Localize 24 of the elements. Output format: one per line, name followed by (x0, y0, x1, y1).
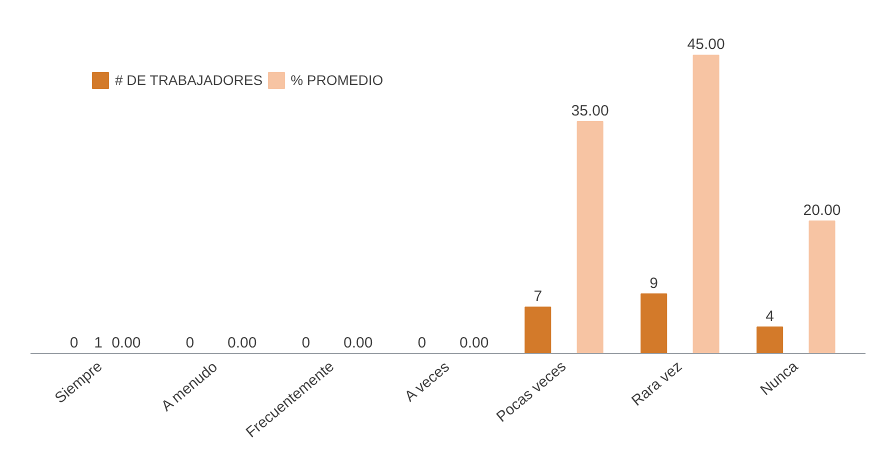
data-label: 4 (766, 308, 774, 325)
bar (524, 306, 552, 354)
annotation: 1 (94, 334, 102, 352)
data-label: 20.00 (803, 202, 841, 219)
data-label: 35.00 (571, 102, 609, 120)
data-label: 9 (650, 274, 658, 292)
data-label: 0.00 (228, 334, 257, 352)
data-label: 0 (418, 334, 426, 352)
bar (808, 220, 836, 354)
data-label: 0.00 (344, 334, 373, 352)
x-tick-label: Rara vez (628, 358, 686, 410)
data-label: 0.00 (459, 334, 489, 352)
data-label: 0.00 (112, 334, 141, 352)
bar (692, 54, 720, 354)
bar (640, 293, 668, 354)
bar (576, 121, 604, 354)
data-label: 0 (302, 334, 310, 352)
data-label: 0 (186, 334, 194, 352)
legend-label: % PROMEDIO (290, 72, 384, 88)
data-label: 45.00 (687, 36, 725, 54)
data-label: 7 (534, 288, 542, 306)
legend-label: # DE TRABAJADORES (115, 72, 263, 88)
bar (756, 326, 784, 354)
data-label: 0 (70, 334, 78, 352)
